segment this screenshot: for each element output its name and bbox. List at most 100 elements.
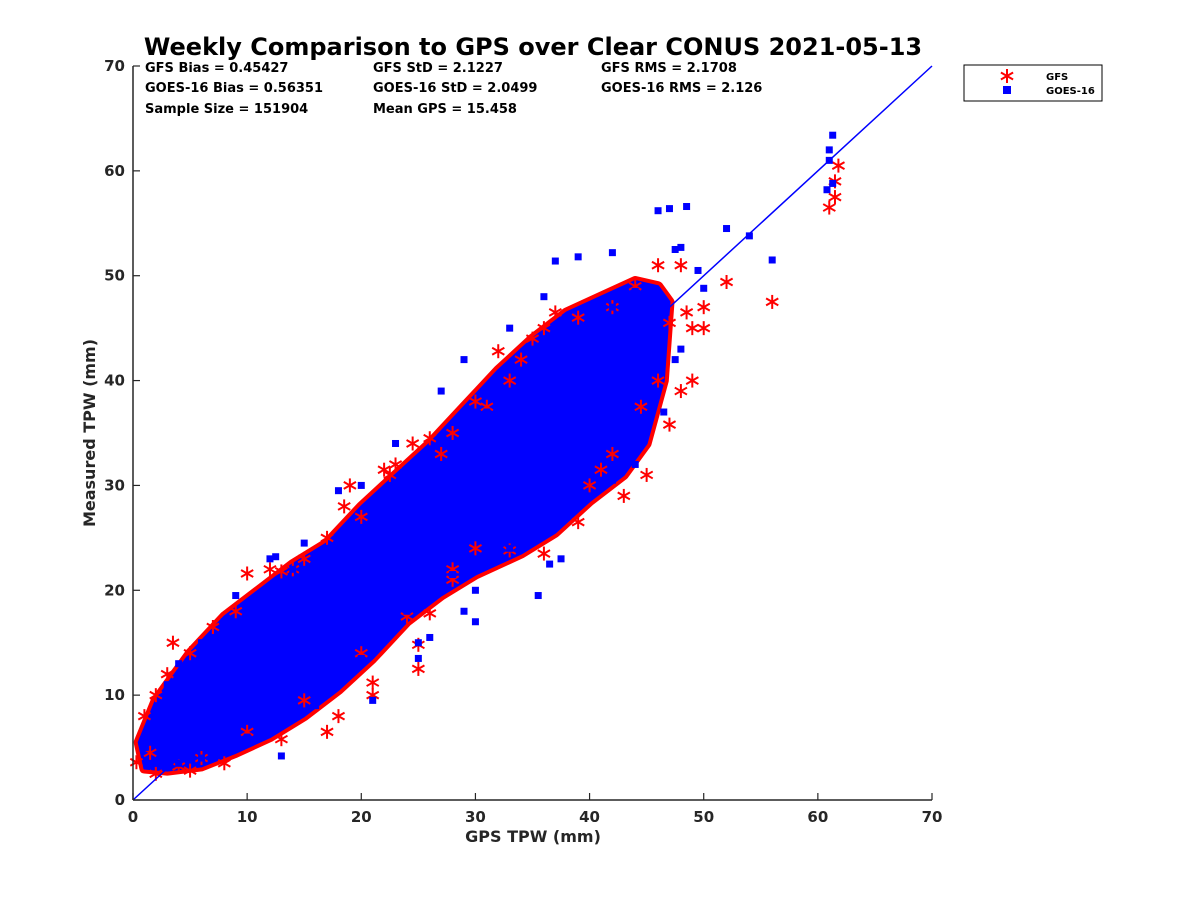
legend-label: GFS: [1046, 72, 1068, 83]
x-tick-label: 10: [237, 808, 258, 826]
gfs-point: [263, 562, 277, 577]
y-axis-label: Measured TPW (mm): [80, 339, 99, 527]
x-axis-label: GPS TPW (mm): [465, 827, 601, 846]
gfs-point-stroke-2: [514, 355, 528, 364]
gfs-point-stroke-2: [446, 564, 460, 574]
gfs-point-stroke-2: [697, 323, 711, 333]
goes16-point: [483, 560, 491, 568]
gfs-point-stroke-2: [571, 313, 585, 323]
goes16-point: [643, 335, 651, 343]
gfs-point-stroke-2: [468, 397, 483, 406]
gfs-point: [662, 417, 677, 432]
x-tick-label: 20: [351, 808, 372, 826]
gfs-point-stroke-2: [571, 517, 585, 527]
goes16-point: [437, 555, 445, 563]
gfs-point: [434, 446, 448, 461]
goes16-point: [648, 398, 656, 406]
series-gfs: [129, 158, 845, 781]
legend-label: GOES-16: [1046, 86, 1095, 97]
goes16-point: [197, 639, 205, 647]
legend-gfs-marker-stroke-2: [1000, 71, 1014, 81]
goes16-point: [745, 232, 753, 240]
gfs-point: [377, 462, 391, 477]
goes16-point: [586, 324, 594, 332]
gfs-point-stroke-2: [343, 481, 357, 490]
gfs-point: [674, 384, 688, 399]
gfs-point: [634, 399, 648, 414]
goes16-point: [671, 356, 679, 364]
gfs-point-stroke-2: [605, 449, 619, 459]
goes16-point: [197, 754, 205, 762]
stat-text: GOES-16 Bias = 0.56351: [145, 81, 323, 96]
goes16-point: [289, 712, 297, 720]
gfs-point: [822, 200, 836, 215]
goes16-point: [654, 207, 662, 215]
x-tick-label: 50: [693, 808, 714, 826]
goes16-point: [392, 597, 400, 605]
goes16-point: [483, 523, 491, 531]
one-to-one-line: [132, 65, 933, 801]
goes16-point: [631, 460, 639, 468]
goes16-point: [334, 675, 342, 683]
gfs-point-stroke-2: [582, 481, 597, 490]
goes16-point: [574, 253, 582, 261]
goes16-point: [551, 450, 559, 458]
goes16-point: [414, 576, 422, 584]
stat-text: GOES-16 RMS = 2.126: [601, 81, 762, 96]
goes16-point: [460, 356, 468, 364]
gfs-point-stroke-2: [206, 622, 220, 632]
y-tick-label: 10: [104, 686, 125, 704]
goes16-point: [563, 502, 571, 510]
goes16-point: [152, 712, 160, 720]
gfs-point: [388, 457, 403, 472]
goes16-point: [825, 146, 833, 154]
gfs-point: [411, 661, 425, 676]
goes16-point: [334, 487, 342, 495]
gfs-point-stroke-2: [828, 192, 842, 202]
goes16-point: [517, 377, 525, 385]
gfs-point-stroke-2: [831, 161, 845, 170]
goes16-point: [357, 481, 365, 489]
gfs-point-stroke-2: [274, 734, 288, 744]
goes16-point: [220, 744, 228, 752]
goes16-point: [506, 502, 514, 510]
gfs-point-stroke-2: [320, 727, 334, 737]
y-tick-label: 70: [104, 57, 125, 75]
goes16-point: [243, 733, 251, 741]
gfs-point-stroke-2: [217, 758, 231, 768]
gfs-point: [605, 446, 619, 461]
gfs-point-stroke-2: [617, 491, 631, 501]
gfs-point: [331, 709, 346, 724]
gfs-point: [685, 373, 699, 388]
gfs-point-stroke-2: [525, 334, 540, 343]
gfs-point-stroke-2: [640, 470, 654, 480]
gfs-point: [229, 604, 243, 619]
goes16-point: [723, 225, 731, 233]
gfs-point-stroke-2: [183, 648, 197, 658]
gfs-point-stroke-2: [406, 439, 420, 448]
gfs-point-stroke-2: [149, 690, 163, 700]
gfs-point-stroke-2: [377, 465, 391, 475]
goes16-point: [175, 759, 183, 767]
gfs-point: [337, 499, 351, 514]
goes16-point: [380, 628, 388, 636]
gfs-point-stroke-2: [240, 727, 254, 737]
goes16-point: [266, 555, 274, 563]
goes16-point: [534, 592, 542, 600]
gfs-point: [651, 258, 665, 273]
gfs-point: [503, 373, 517, 388]
x-tick-label: 40: [579, 808, 600, 826]
gfs-point-stroke-2: [297, 554, 311, 564]
gfs-point-stroke-2: [423, 608, 437, 618]
goes16-point: [823, 186, 831, 194]
gfs-point-stroke-2: [548, 308, 562, 317]
gfs-point-stroke-2: [160, 669, 174, 679]
goes16-point: [700, 284, 708, 292]
goes16-point: [220, 618, 228, 626]
gfs-point: [548, 305, 562, 320]
stat-text: GFS StD = 2.1227: [373, 61, 503, 76]
goes16-point: [369, 502, 377, 510]
goes16-point: [426, 586, 434, 594]
chart-title: Weekly Comparison to GPS over Clear CONU…: [144, 33, 922, 61]
